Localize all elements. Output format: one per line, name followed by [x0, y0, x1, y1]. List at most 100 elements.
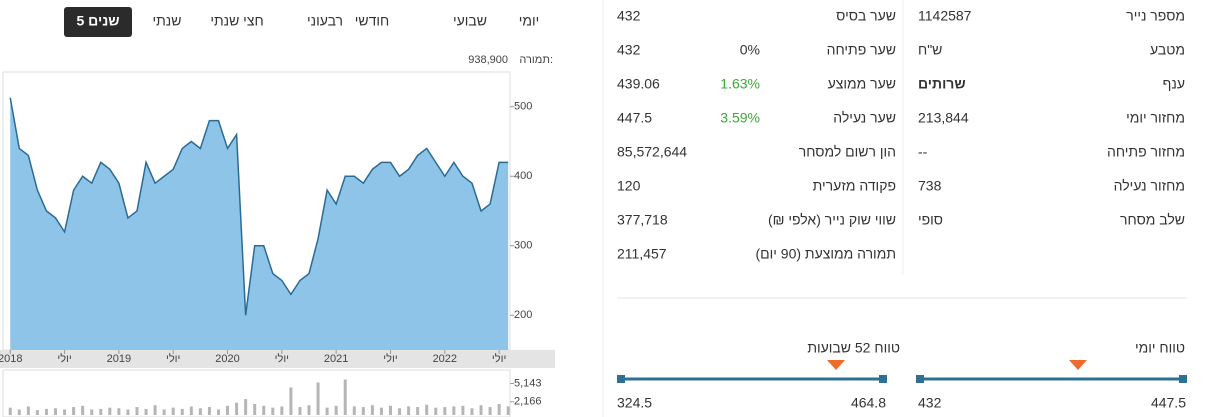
volume-bar [198, 408, 202, 415]
detail-value: 432 [617, 42, 641, 58]
volume-bar [262, 405, 266, 415]
detail-change: 1.63% [720, 76, 760, 92]
detail-label: שער פתיחה [827, 42, 896, 58]
range-marker [1069, 360, 1087, 370]
x-tick-label: 2020 [215, 353, 239, 365]
detail-label: שער ממוצע [828, 76, 896, 92]
info-label: מחזור יומי [1126, 110, 1185, 126]
x-tick-label: 2018 [0, 353, 22, 365]
period-tab[interactable]: חודשי [355, 13, 389, 29]
volume-bar [126, 409, 130, 415]
volume-bar [452, 406, 456, 415]
volume-bar [488, 407, 492, 415]
detail-label: שער בסיס [836, 8, 896, 24]
volume-bar [425, 404, 429, 415]
range-end [617, 375, 625, 383]
volume-bar [307, 405, 311, 415]
y-tick-label: 500 [514, 101, 532, 113]
y-tick-label: 300 [514, 240, 532, 252]
info-value: 1142587 [918, 8, 972, 24]
x-tick-label: 2022 [433, 353, 457, 365]
info-label: ענף [1163, 76, 1185, 92]
detail-label: הון רשום למסחר [799, 144, 896, 160]
period-tab[interactable]: רבעוני [307, 13, 343, 29]
info-label: מחזור פתיחה [1107, 144, 1185, 160]
info-label: מחזור נעילה [1114, 178, 1185, 194]
volume-bar [226, 405, 230, 415]
range-title: טווח יומי [1135, 340, 1185, 356]
volume-bar [17, 409, 21, 415]
volume-bar [99, 408, 103, 415]
x-tick-label: יולי [275, 352, 289, 365]
volume-bar [443, 407, 447, 415]
period-tab[interactable]: יומי [519, 13, 540, 29]
volume-area [2, 369, 511, 417]
period-tab[interactable]: 5 שנים [76, 13, 119, 29]
detail-value: 439.06 [617, 76, 660, 92]
volume-bar [144, 408, 148, 415]
volume-bar [244, 399, 248, 415]
volume-bar [352, 406, 356, 415]
detail-label: תמורה ממוצעת (90 יום) [755, 246, 896, 262]
volume-bar [497, 403, 501, 415]
volume-bar [343, 379, 347, 415]
volume-bar [180, 408, 184, 415]
period-tab[interactable]: שנתי [153, 13, 182, 29]
info-value: ש"ח [918, 42, 942, 58]
volume-bar [370, 405, 374, 415]
volume-bar [44, 408, 48, 415]
range-title: טווח 52 שבועות [807, 340, 900, 356]
info-label: מטבע [1150, 42, 1185, 58]
volume-bar [8, 407, 12, 415]
detail-change: 0% [740, 42, 760, 58]
range-marker [827, 360, 845, 370]
volume-bar [216, 409, 220, 415]
volume-bar [207, 407, 211, 415]
x-tick-label: יולי [57, 352, 71, 365]
active-tab-bg [64, 7, 132, 37]
volume-bar [416, 407, 420, 415]
volume-bar [153, 405, 157, 415]
range-low: 432 [918, 395, 942, 411]
volume-bar [117, 408, 121, 415]
volume-bar [298, 407, 302, 415]
volume-bar [108, 407, 112, 415]
price-line [9, 97, 509, 316]
price-area [10, 97, 509, 350]
volume-bar [407, 406, 411, 415]
period-tab[interactable]: שבועי [453, 13, 487, 29]
detail-label: שער נעילה [833, 110, 896, 126]
range-end [916, 375, 924, 383]
x-tick-label: יולי [492, 352, 506, 365]
volume-bar [434, 407, 438, 415]
volume-bar [361, 407, 365, 415]
volume-bar [171, 407, 175, 415]
volume-bar [388, 405, 392, 415]
volume-bar [72, 407, 76, 415]
volume-bar [90, 409, 94, 415]
info-label: מספר נייר [1126, 8, 1185, 24]
y-tick-label: 400 [514, 170, 532, 182]
period-tab[interactable]: חצי שנתי [210, 13, 263, 29]
volume-bar [506, 406, 510, 415]
info-value: 213,844 [918, 110, 969, 126]
turnover-label: תמורה: [519, 54, 553, 66]
y-tick-label: 2,166 [514, 396, 542, 408]
detail-value: 432 [617, 8, 641, 24]
volume-bar [280, 406, 284, 415]
x-tick-label: 2021 [324, 353, 348, 365]
volume-bar [379, 407, 383, 415]
detail-value: 377,718 [617, 212, 668, 228]
volume-bar [81, 405, 85, 415]
info-label: שלב מסחר [1120, 212, 1185, 228]
volume-bar [235, 402, 239, 415]
y-tick-label: 5,143 [514, 377, 542, 389]
volume-bar [470, 408, 474, 415]
y-tick-label: 200 [514, 309, 532, 321]
volume-bar [189, 406, 193, 415]
volume-bar [316, 382, 320, 415]
info-value: סופי [918, 212, 943, 228]
range-low: 324.5 [617, 395, 652, 411]
